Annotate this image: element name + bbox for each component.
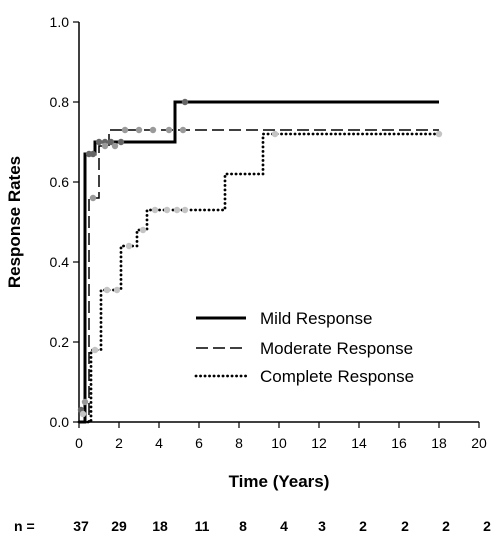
- censor-mark: [139, 226, 147, 234]
- y-tick-label: 0.4: [50, 254, 70, 270]
- legend-label: Complete Response: [260, 367, 414, 386]
- risk-row-label: n =: [14, 518, 35, 534]
- censor-mark: [95, 138, 103, 146]
- censor-mark: [271, 130, 279, 138]
- censor-mark: [89, 150, 97, 158]
- legend-label: Mild Response: [260, 309, 372, 328]
- x-tick-label: 18: [431, 435, 447, 451]
- censor-mark: [113, 286, 121, 294]
- risk-count: 8: [239, 518, 247, 534]
- y-ticks: 0.0 0.2 0.4 0.6 0.8 1.0: [50, 14, 79, 430]
- x-tick-label: 6: [195, 435, 203, 451]
- censor-mark: [173, 206, 181, 214]
- x-tick-label: 20: [471, 435, 487, 451]
- risk-count: 4: [280, 518, 288, 534]
- risk-count: 2: [401, 518, 409, 534]
- censor-mark: [111, 142, 119, 150]
- x-tick-label: 8: [235, 435, 243, 451]
- x-tick-label: 12: [311, 435, 327, 451]
- censor-mark: [79, 410, 87, 418]
- x-tick-label: 10: [271, 435, 287, 451]
- censor-marks: [77, 98, 443, 418]
- y-axis-title: Response Rates: [5, 156, 24, 288]
- censor-mark: [125, 242, 133, 250]
- y-tick-label: 0.6: [50, 174, 70, 190]
- x-tick-label: 0: [75, 435, 83, 451]
- risk-count: 11: [195, 518, 210, 534]
- x-tick-label: 4: [155, 435, 163, 451]
- censor-mark: [89, 194, 97, 202]
- censor-mark: [117, 138, 125, 146]
- x-axis-title: Time (Years): [229, 472, 330, 491]
- censor-mark: [179, 126, 187, 134]
- risk-count: 2: [442, 518, 450, 534]
- risk-count: 37: [73, 518, 89, 534]
- number-at-risk-row: n = 37 29 18 11 8 4 3 2 2 2 2: [14, 518, 491, 534]
- legend: Mild Response Moderate Response Complete R…: [194, 309, 414, 386]
- risk-count: 18: [152, 518, 168, 534]
- censor-mark: [107, 138, 115, 146]
- chart-axes: [78, 22, 479, 423]
- x-tick-label: 16: [391, 435, 407, 451]
- censor-mark: [101, 142, 109, 150]
- risk-count: 3: [318, 518, 326, 534]
- x-ticks: 0 2 4 6 8 10 12 14 16 18 20: [75, 422, 487, 451]
- censor-mark: [81, 398, 89, 406]
- censor-mark: [181, 206, 189, 214]
- censor-mark: [149, 126, 157, 134]
- censor-mark: [103, 286, 111, 294]
- risk-count: 2: [359, 518, 367, 534]
- censor-mark: [435, 130, 443, 138]
- censor-mark: [165, 126, 173, 134]
- y-tick-label: 0.0: [50, 414, 70, 430]
- censor-mark: [181, 98, 189, 106]
- x-tick-label: 14: [351, 435, 367, 451]
- y-tick-label: 1.0: [50, 14, 70, 30]
- censor-mark: [151, 206, 159, 214]
- risk-count: 2: [483, 518, 491, 534]
- censor-mark: [135, 126, 143, 134]
- x-tick-label: 2: [115, 435, 123, 451]
- censor-mark: [91, 346, 99, 354]
- censor-mark: [121, 126, 129, 134]
- series-line-solid: [79, 100, 439, 424]
- risk-count: 29: [111, 518, 127, 534]
- legend-label: Moderate Response: [260, 339, 413, 358]
- y-tick-label: 0.2: [50, 334, 70, 350]
- censor-mark: [163, 206, 171, 214]
- y-tick-label: 0.8: [50, 94, 70, 110]
